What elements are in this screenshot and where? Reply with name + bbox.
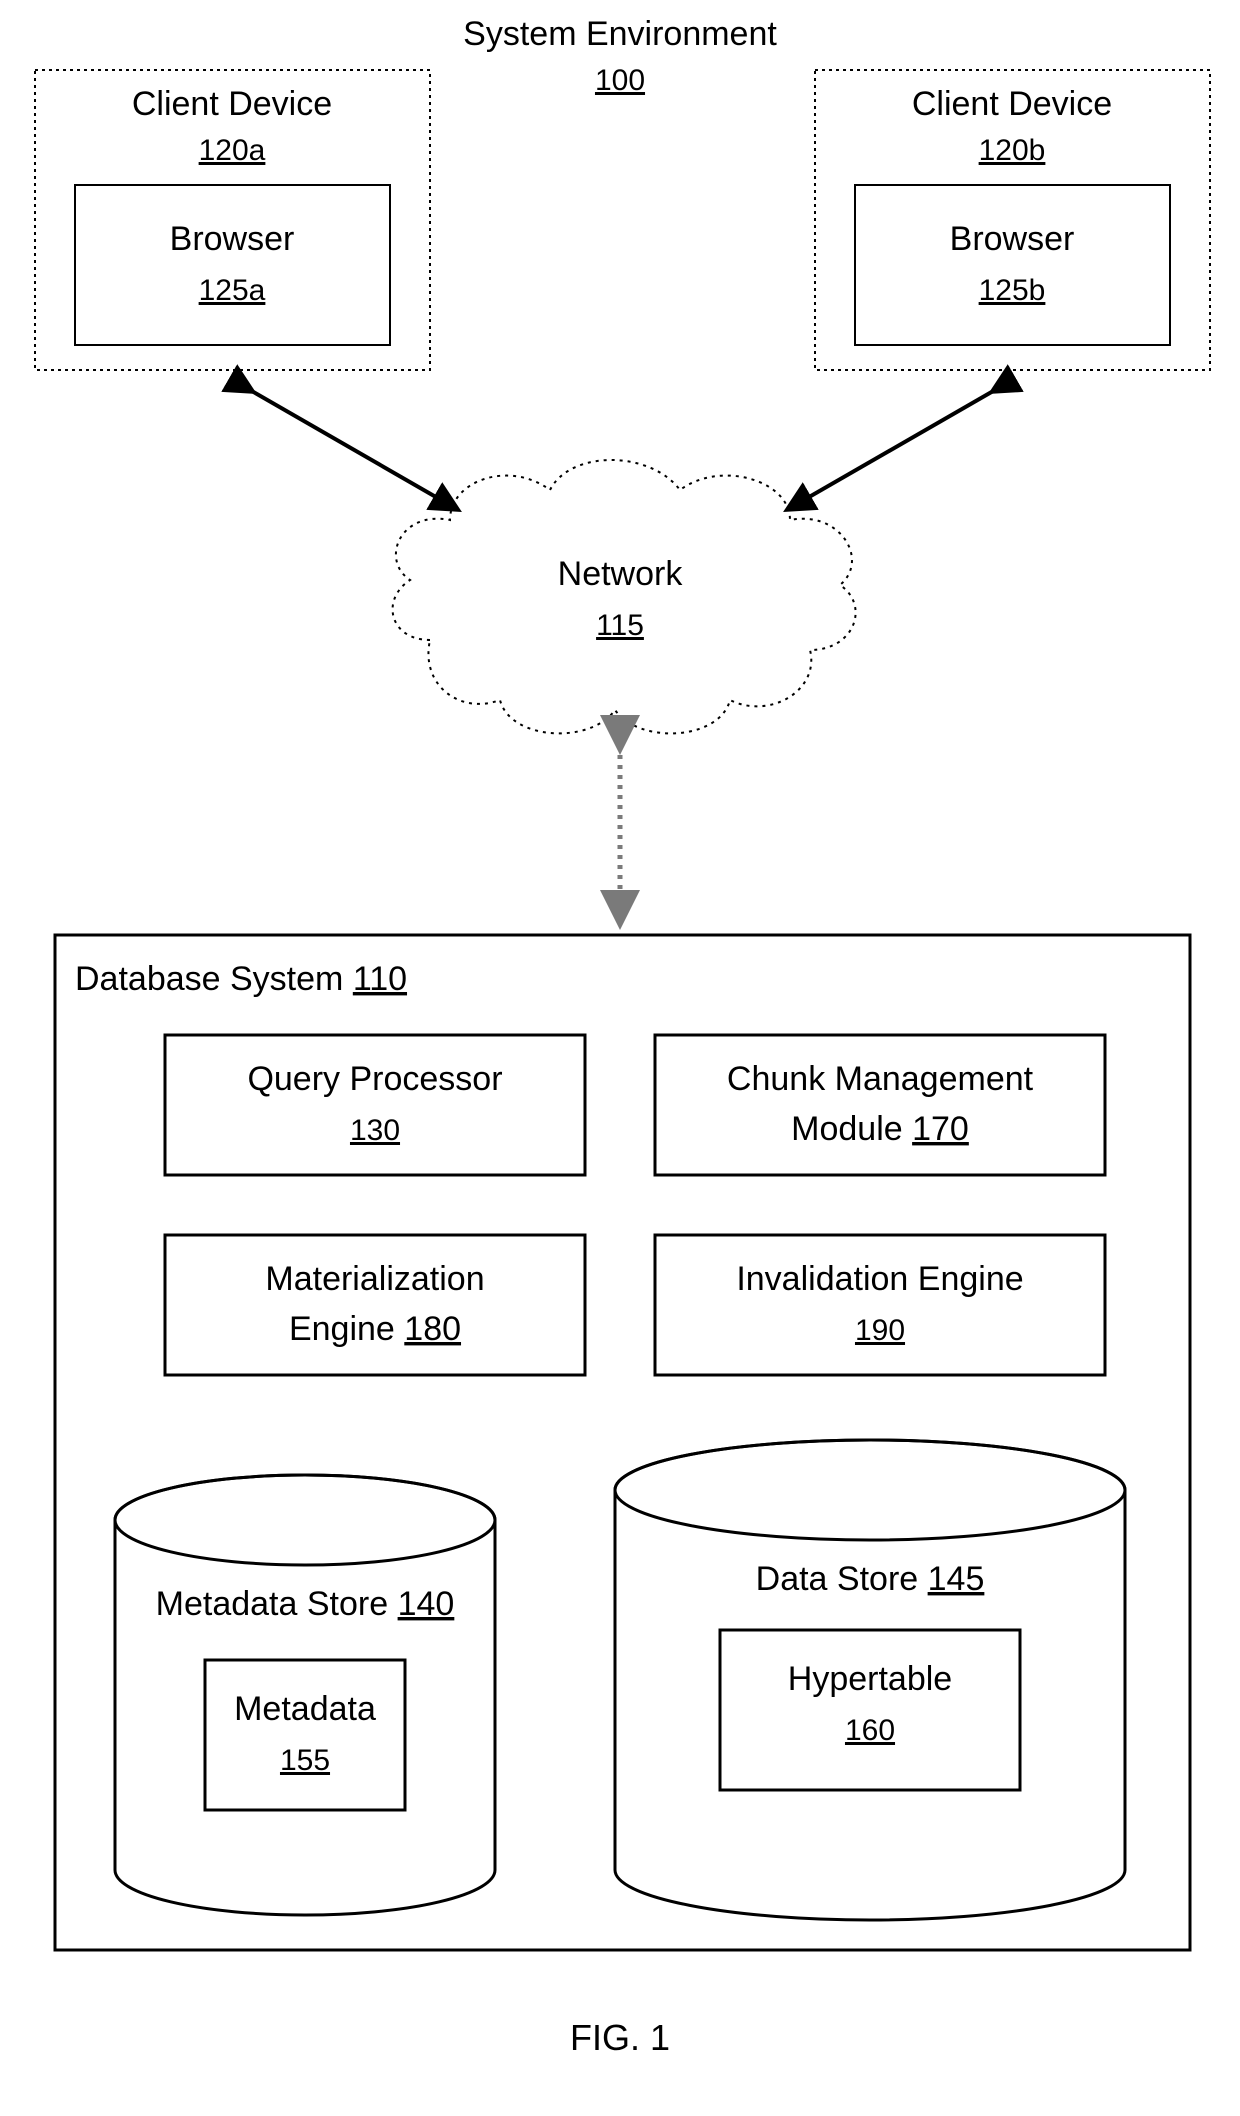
arrow-client-b-cloud: [790, 390, 995, 508]
browser-a-ref: 125a: [199, 274, 266, 307]
chunk-mgmt-box: [655, 1035, 1105, 1175]
hypertable-ref: 160: [845, 1714, 895, 1747]
metadata-ref: 155: [280, 1744, 330, 1777]
title-ref: 100: [595, 64, 645, 97]
browser-a-box: [75, 185, 390, 345]
browser-b-ref: 125b: [979, 274, 1046, 307]
client-b-label: Client Device: [912, 85, 1112, 123]
query-processor-ref: 130: [350, 1114, 400, 1147]
hypertable-label: Hypertable: [788, 1660, 952, 1698]
data-store-label: Data Store 145: [756, 1560, 985, 1598]
title-label: System Environment: [463, 15, 777, 53]
query-processor-label: Query Processor: [247, 1060, 502, 1098]
materialization-label1: Materialization: [265, 1260, 484, 1298]
arrow-client-a-cloud: [250, 390, 455, 508]
figure-label: FIG. 1: [570, 2017, 670, 2058]
metadata-label: Metadata: [234, 1690, 376, 1728]
query-processor-box: [165, 1035, 585, 1175]
browser-a-label: Browser: [170, 220, 295, 258]
metadata-box: [205, 1660, 405, 1810]
browser-b-box: [855, 185, 1170, 345]
invalidation-label: Invalidation Engine: [736, 1260, 1023, 1298]
materialization-line2: Engine 180: [289, 1310, 461, 1348]
chunk-mgmt-label1: Chunk Management: [727, 1060, 1034, 1098]
invalidation-box: [655, 1235, 1105, 1375]
db-label: Database System 110: [75, 960, 407, 998]
network-cloud: [393, 460, 856, 733]
client-a-label: Client Device: [132, 85, 332, 123]
invalidation-ref: 190: [855, 1314, 905, 1347]
browser-b-label: Browser: [950, 220, 1075, 258]
hypertable-box: [720, 1630, 1020, 1790]
client-a-ref: 120a: [199, 134, 266, 167]
network-label: Network: [558, 555, 684, 593]
metadata-store-label: Metadata Store 140: [156, 1585, 455, 1623]
chunk-mgmt-line2: Module 170: [791, 1110, 969, 1148]
network-ref: 115: [596, 609, 644, 642]
client-b-ref: 120b: [979, 134, 1046, 167]
materialization-box: [165, 1235, 585, 1375]
